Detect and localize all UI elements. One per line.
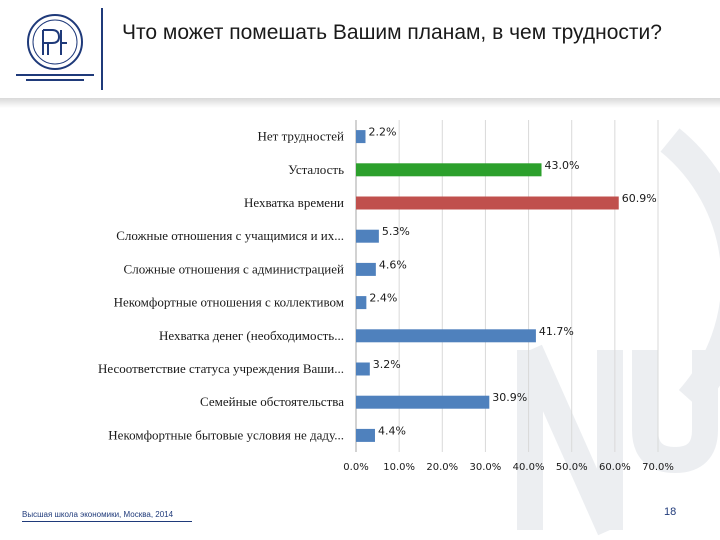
category-label: Сложные отношения с администрацией bbox=[124, 261, 344, 276]
category-label: Некомфортные отношения с коллективом bbox=[114, 295, 344, 310]
data-label: 30.9% bbox=[492, 391, 527, 404]
footer-line bbox=[22, 521, 192, 522]
data-label: 2.4% bbox=[369, 292, 397, 305]
header-divider bbox=[101, 8, 103, 90]
category-label: Некомфортные бытовые условия не даду... bbox=[108, 427, 344, 442]
slide-header: Что может помешать Вашим планам, в чем т… bbox=[0, 0, 720, 100]
data-label: 43.0% bbox=[545, 159, 580, 172]
category-label: Нехватка времени bbox=[244, 195, 344, 210]
bar-chart-svg: 0.0% 10.0% 20.0% 30.0% 40.0% 50.0% 60.0% 70.0% Н… bbox=[98, 120, 674, 473]
bar bbox=[356, 196, 619, 210]
data-label: 41.7% bbox=[539, 325, 574, 338]
category-label: Сложные отношения с учащимися и их... bbox=[116, 228, 344, 243]
bar bbox=[356, 362, 370, 376]
bar bbox=[356, 163, 542, 177]
hse-logo-icon bbox=[16, 14, 94, 81]
bar bbox=[356, 130, 366, 144]
page-title: Что может помешать Вашим планам, в чем т… bbox=[122, 21, 662, 44]
x-tick-label: 40.0% bbox=[513, 462, 545, 473]
x-tick-label: 0.0% bbox=[343, 462, 368, 473]
footer-text: Высшая школа экономики, Москва, 2014 bbox=[22, 510, 174, 519]
data-label: 60.9% bbox=[622, 192, 657, 205]
category-label: Нет трудностей bbox=[257, 129, 344, 144]
x-tick-label: 10.0% bbox=[383, 462, 415, 473]
bar-chart: 0.0% 10.0% 20.0% 30.0% 40.0% 50.0% 60.0% 70.0% Н… bbox=[0, 108, 720, 488]
bar bbox=[356, 329, 536, 343]
category-label: Семейные обстоятельства bbox=[200, 394, 344, 409]
bar bbox=[356, 229, 379, 243]
x-tick-label: 70.0% bbox=[642, 462, 674, 473]
page-number: 18 bbox=[664, 506, 677, 518]
data-label: 3.2% bbox=[373, 358, 401, 371]
watermark-icon bbox=[517, 128, 720, 536]
category-label: Нехватка денег (необходимость... bbox=[159, 328, 344, 343]
x-tick-label: 30.0% bbox=[470, 462, 502, 473]
data-label: 4.4% bbox=[378, 424, 406, 437]
bar bbox=[356, 296, 367, 310]
bar bbox=[356, 262, 376, 276]
header-shadow bbox=[0, 98, 720, 108]
data-label: 5.3% bbox=[382, 225, 410, 238]
data-label: 4.6% bbox=[379, 258, 407, 271]
x-tick-label: 60.0% bbox=[599, 462, 631, 473]
data-label: 2.2% bbox=[368, 126, 396, 139]
bar bbox=[356, 428, 375, 442]
category-label: Усталость bbox=[288, 162, 344, 177]
bar bbox=[356, 395, 490, 409]
x-tick-label: 20.0% bbox=[426, 462, 458, 473]
category-label: Несоответствие статуса учреждения Ваши..… bbox=[98, 361, 344, 376]
x-tick-label: 50.0% bbox=[556, 462, 588, 473]
